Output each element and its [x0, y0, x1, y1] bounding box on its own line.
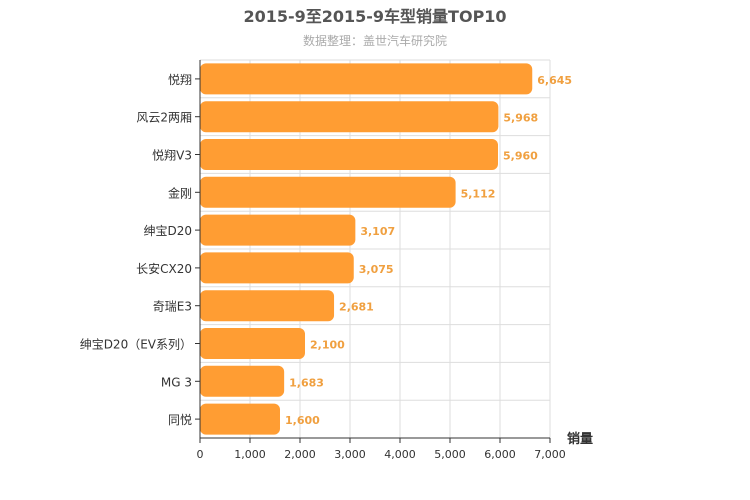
bars: 6,645 5,968 5,960 5,112 3,107 3,075 2,681 2,100…: [200, 63, 572, 435]
x-tick-label: 3,000: [334, 448, 366, 461]
data-label: 5,960: [503, 150, 538, 163]
chart-title: 2015-9至2015-9车型销量TOP10: [243, 7, 506, 26]
category-label: 绅宝D20（EV系列）: [80, 338, 192, 352]
axes: 0 1,000 2,000 3,000 4,000 5,000 6,000 7,000 悦翔风云…: [80, 60, 566, 461]
category-label: 悦翔: [168, 73, 192, 87]
x-tick-label: 5,000: [434, 448, 466, 461]
data-label: 1,683: [289, 376, 324, 389]
category-label: MG 3: [161, 375, 192, 389]
x-tick-label: 0: [197, 448, 204, 461]
bar: [200, 365, 285, 397]
bar: [200, 290, 335, 322]
category-label: 风云2两厢: [136, 111, 192, 125]
category-label: 奇瑞E3: [153, 300, 192, 314]
x-tick-label: 1,000: [234, 448, 266, 461]
x-tick-label: 7,000: [534, 448, 566, 461]
category-label: 金刚: [168, 185, 192, 200]
chart-subtitle: 数据整理：盖世汽车研究院: [303, 33, 447, 48]
category-label: 同悦: [168, 413, 192, 427]
bar: [200, 63, 533, 95]
bar: [200, 101, 499, 133]
data-label: 2,681: [339, 301, 374, 314]
x-axis-title: 销量: [567, 431, 593, 447]
data-label: 1,600: [285, 414, 320, 427]
data-label: 5,968: [503, 112, 538, 125]
category-label: 长安CX20: [136, 261, 192, 276]
bar: [200, 252, 354, 284]
data-label: 3,075: [359, 263, 394, 276]
x-tick-label: 2,000: [284, 448, 316, 461]
data-label: 6,645: [537, 74, 572, 87]
category-label: 悦翔V3: [152, 149, 192, 163]
bar: [200, 403, 280, 435]
bar: [200, 214, 356, 246]
data-label: 2,100: [310, 339, 345, 352]
x-tick-label: 4,000: [384, 448, 416, 461]
bar: [200, 328, 305, 359]
grid-lines: [200, 59, 551, 438]
bar: [200, 139, 498, 170]
category-label: 绅宝D20: [143, 224, 192, 238]
data-label: 3,107: [360, 225, 395, 238]
data-label: 5,112: [461, 187, 496, 200]
bar: [200, 176, 456, 208]
x-tick-label: 6,000: [484, 448, 516, 461]
